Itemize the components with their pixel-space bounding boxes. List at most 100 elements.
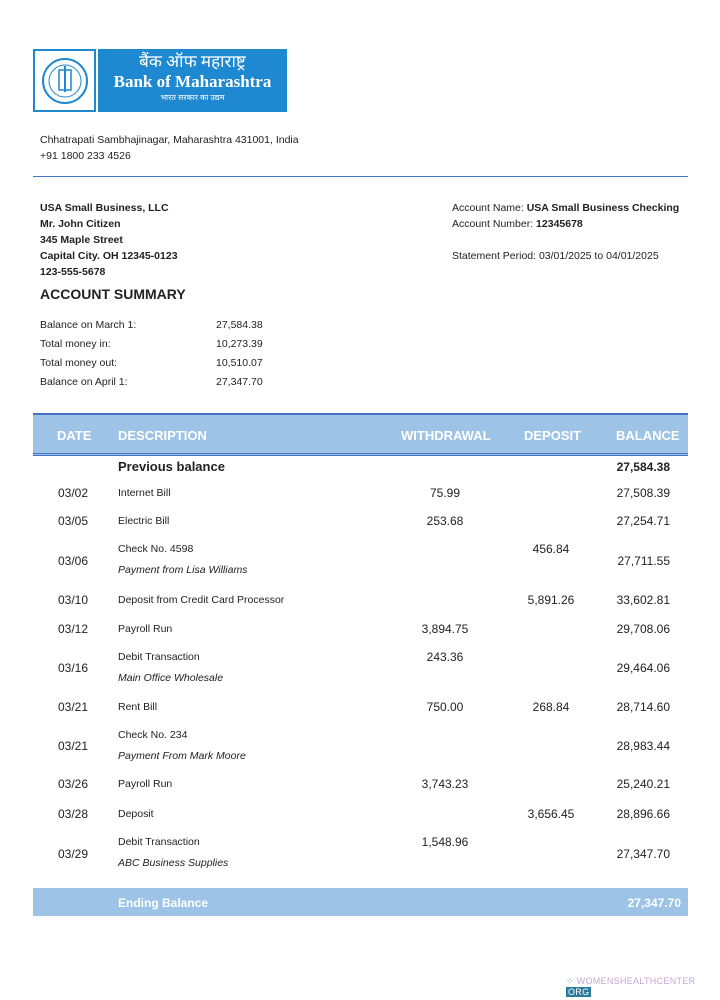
summary-label: Total money out: xyxy=(40,357,118,369)
row-date: 03/28 xyxy=(57,807,89,821)
row-description: Check No. 234 xyxy=(118,729,188,741)
account-number: 12345678 xyxy=(536,218,583,230)
row-deposit: 268.84 xyxy=(532,700,570,714)
summary-value: 10,510.07 xyxy=(216,357,263,369)
row-description: Electric Bill xyxy=(118,515,170,527)
header-date: DATE xyxy=(57,428,92,443)
row-balance: 33,602.81 xyxy=(616,593,670,607)
dots-icon: ⁘ xyxy=(566,976,574,986)
watermark-suffix: ORG xyxy=(566,987,592,997)
customer-city: Capital City. OH 12345-0123 xyxy=(40,250,178,262)
row-date: 03/21 xyxy=(57,739,89,753)
summary-item: Total money out: 10,510.07 xyxy=(40,355,263,374)
row-description: Payroll Run xyxy=(118,623,173,635)
row-balance: 29,464.06 xyxy=(616,661,670,675)
row-date: 03/16 xyxy=(57,661,89,675)
row-description: Rent Bill xyxy=(118,701,158,713)
row-memo: Payment from Lisa Williams xyxy=(118,564,248,576)
row-balance: 27,254.71 xyxy=(616,514,670,528)
previous-balance-value: 27,584.38 xyxy=(616,460,670,474)
row-withdrawal: 3,743.23 xyxy=(421,777,469,791)
table-header: DATE DESCRIPTION WITHDRAWAL DEPOSIT BALA… xyxy=(33,413,688,456)
table-row: 03/26 Payroll Run 3,743.23 25,240.21 xyxy=(33,769,688,799)
address-line: Chhatrapati Sambhajinagar, Maharashtra 4… xyxy=(40,134,299,146)
account-name-label: Account Name: xyxy=(452,202,524,214)
row-date: 03/10 xyxy=(57,593,89,607)
customer-name: Mr. John Citizen xyxy=(40,218,121,230)
bank-phone: +91 1800 233 4526 xyxy=(40,150,131,162)
bank-seal-icon xyxy=(33,49,96,112)
table-row: 03/21 Rent Bill 750.00 268.84 28,714.60 xyxy=(33,692,688,722)
row-balance: 28,983.44 xyxy=(616,739,670,753)
row-description: Debit Transaction xyxy=(118,836,200,848)
row-withdrawal: 3,894.75 xyxy=(421,622,469,636)
bank-wordmark: बैंक ऑफ महाराष्ट्र Bank of Maharashtra भ… xyxy=(98,49,287,112)
table-row: 03/12 Payroll Run 3,894.75 29,708.06 xyxy=(33,614,688,644)
statement-period: Statement Period: 03/01/2025 to 04/01/20… xyxy=(452,250,659,262)
row-balance: 27,508.39 xyxy=(616,486,670,500)
header-balance: BALANCE xyxy=(616,428,680,443)
previous-balance-row: Previous balance 27,584.38 xyxy=(33,455,688,480)
account-summary: Balance on March 1: 27,584.38 Total money … xyxy=(40,317,263,393)
row-description: Internet Bill xyxy=(118,487,171,499)
row-description: Debit Transaction xyxy=(118,651,200,663)
ending-balance-value: 27,347.70 xyxy=(627,896,681,910)
ending-balance-row: Ending Balance 27,347.70 xyxy=(33,888,688,916)
customer-info: USA Small Business, LLC Mr. John Citizen… xyxy=(40,200,178,280)
table-row: 03/28 Deposit 3,656.45 28,896.66 xyxy=(33,799,688,829)
account-info: Account Name: USA Small Business Checkin… xyxy=(452,200,679,264)
row-deposit: 3,656.45 xyxy=(527,807,575,821)
header-description: DESCRIPTION xyxy=(118,428,207,443)
divider xyxy=(33,176,688,177)
watermark: ⁘ WOMENSHEALTHCENTER ORG xyxy=(566,976,720,997)
row-date: 03/21 xyxy=(57,700,89,714)
row-balance: 27,347.70 xyxy=(616,847,670,861)
row-description: Check No. 4598 xyxy=(118,543,194,555)
customer-street: 345 Maple Street xyxy=(40,234,123,246)
row-balance: 27,711.55 xyxy=(617,554,671,568)
header-deposit: DEPOSIT xyxy=(524,428,582,443)
row-date: 03/29 xyxy=(57,847,89,861)
row-date: 03/02 xyxy=(57,486,89,500)
row-balance: 28,896.66 xyxy=(616,807,670,821)
row-date: 03/05 xyxy=(57,514,89,528)
bank-tagline: भारत सरकार का उद्यम xyxy=(160,93,225,102)
row-deposit: 456.84 xyxy=(532,542,570,556)
row-withdrawal: 243.36 xyxy=(426,650,464,664)
row-withdrawal: 75.99 xyxy=(429,486,461,500)
row-balance: 28,714.60 xyxy=(616,700,670,714)
previous-balance-label: Previous balance xyxy=(118,459,225,474)
row-deposit: 5,891.26 xyxy=(527,593,575,607)
summary-item: Balance on April 1: 27,347.70 xyxy=(40,374,263,393)
summary-label: Total money in: xyxy=(40,338,111,350)
bank-name-hindi: बैंक ऑफ महाराष्ट्र xyxy=(139,52,246,71)
row-description: Deposit from Credit Card Processor xyxy=(118,594,285,606)
watermark-text: WOMENSHEALTHCENTER xyxy=(576,976,696,986)
summary-value: 10,273.39 xyxy=(216,338,263,350)
summary-label: Balance on March 1: xyxy=(40,319,137,331)
summary-value: 27,584.38 xyxy=(216,319,263,331)
table-row: 03/05 Electric Bill 253.68 27,254.71 xyxy=(33,506,688,536)
row-memo: ABC Business Supplies xyxy=(118,857,229,869)
row-description: Payroll Run xyxy=(118,778,173,790)
row-balance: 25,240.21 xyxy=(616,777,670,791)
table-row: 03/16 Debit Transaction Main Office Wholes… xyxy=(33,644,688,692)
header-withdrawal: WITHDRAWAL xyxy=(401,428,491,443)
customer-phone: 123-555-5678 xyxy=(40,266,106,278)
summary-value: 27,347.70 xyxy=(216,376,263,388)
table-row: 03/29 Debit Transaction ABC Business Suppl… xyxy=(33,829,688,879)
ending-balance-label: Ending Balance xyxy=(118,896,209,910)
row-withdrawal: 1,548.96 xyxy=(421,835,469,849)
customer-company: USA Small Business, LLC xyxy=(40,202,169,214)
bank-name: Bank of Maharashtra xyxy=(113,72,272,91)
transactions-table: Previous balance 27,584.38 03/02 Internet… xyxy=(33,455,688,879)
row-description: Deposit xyxy=(118,808,154,820)
bank-address: Chhatrapati Sambhajinagar, Maharashtra 4… xyxy=(40,132,299,164)
row-date: 03/26 xyxy=(57,777,89,791)
row-date: 03/06 xyxy=(57,554,89,568)
summary-item: Total money in: 10,273.39 xyxy=(40,336,263,355)
table-row: 03/02 Internet Bill 75.99 27,508.39 xyxy=(33,480,688,506)
summary-item: Balance on March 1: 27,584.38 xyxy=(40,317,263,336)
table-row: 03/06 Check No. 4598 Payment from Lisa Wil… xyxy=(33,536,688,585)
